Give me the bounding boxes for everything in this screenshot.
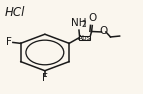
- Text: HCl: HCl: [5, 6, 25, 19]
- Text: F: F: [6, 37, 12, 47]
- Text: 2: 2: [81, 20, 86, 29]
- Text: O: O: [100, 26, 108, 36]
- Text: Abs: Abs: [78, 35, 91, 41]
- Text: O: O: [88, 13, 96, 23]
- Text: NH: NH: [70, 18, 86, 28]
- Text: F: F: [42, 74, 48, 83]
- FancyBboxPatch shape: [79, 36, 90, 40]
